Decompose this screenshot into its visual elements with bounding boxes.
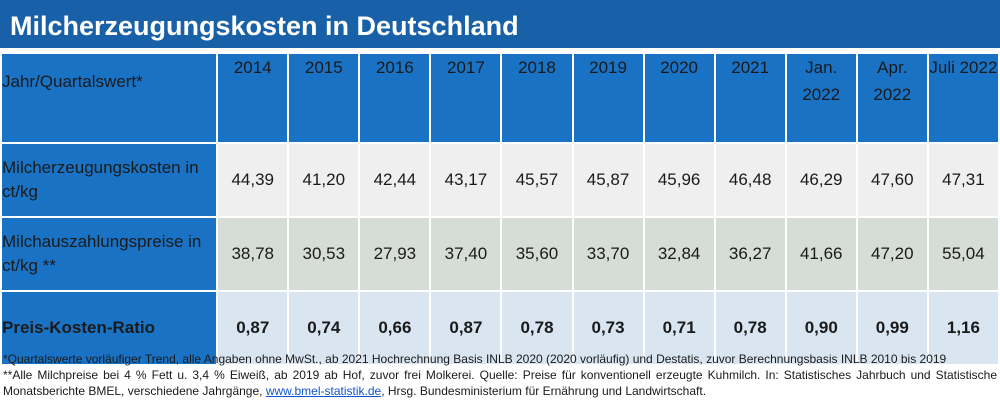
column-header: 2015 — [287, 52, 361, 144]
table-cell: 0,66 — [358, 290, 432, 366]
column-header: Apr. 2022 — [855, 52, 929, 144]
row-milk-payout-prices: Milchauszahlungspreise in ct/kg ** 38,78 3… — [0, 216, 1000, 292]
table-cell: 36,27 — [713, 216, 787, 292]
column-header: Juli 2022 — [926, 52, 1000, 144]
header-label: Jahr/Quartalswert* — [0, 52, 219, 144]
table-cell: 0,87 — [216, 290, 290, 366]
column-header: 2020 — [642, 52, 716, 144]
footnote-1: *Quartalswerte vorläufiger Trend, alle A… — [3, 352, 947, 366]
row-price-cost-ratio: Preis-Kosten-Ratio 0,87 0,74 0,66 0,87 0,78 0,… — [0, 290, 1000, 366]
table-cell: 44,39 — [216, 142, 290, 218]
column-header: Jan. 2022 — [784, 52, 858, 144]
table-cell: 41,66 — [784, 216, 858, 292]
column-header: 2018 — [500, 52, 574, 144]
table-cell: 41,20 — [287, 142, 361, 218]
footnotes: *Quartalswerte vorläufiger Trend, alle A… — [3, 351, 997, 399]
column-header: 2017 — [429, 52, 503, 144]
table-body: Jahr/Quartalswert* 2014 2015 2016 2017 2018 20… — [0, 52, 1000, 366]
table-cell: 32,84 — [642, 216, 716, 292]
table-cell: 30,53 — [287, 216, 361, 292]
table-cell: 45,87 — [571, 142, 645, 218]
table-cell: 33,70 — [571, 216, 645, 292]
table-cell: 38,78 — [216, 216, 290, 292]
footnote-2-tail: , Hrsg. Bundesministerium für Ernährung … — [381, 384, 707, 398]
table-cell: 45,96 — [642, 142, 716, 218]
table-cell: 0,74 — [287, 290, 361, 366]
header-row: Jahr/Quartalswert* 2014 2015 2016 2017 2018 20… — [0, 52, 1000, 144]
table-cell: 27,93 — [358, 216, 432, 292]
column-header: 2021 — [713, 52, 787, 144]
column-header: 2019 — [571, 52, 645, 144]
table-cell: 47,20 — [855, 216, 929, 292]
table-cell: 1,16 — [926, 290, 1000, 366]
source-link[interactable]: www.bmel-statistik.de — [265, 384, 382, 398]
row-label: Milcherzeugungskosten in ct/kg — [0, 142, 219, 218]
row-label: Preis-Kosten-Ratio — [0, 290, 219, 366]
table-cell: 47,31 — [926, 142, 1000, 218]
data-table: Jahr/Quartalswert* 2014 2015 2016 2017 2018 20… — [0, 52, 1000, 366]
footnote-2-text: **Alle Milchpreise bei 4 % Fett u. 3,4 %… — [3, 368, 997, 398]
column-header: 2014 — [216, 52, 290, 144]
table-cell: 37,40 — [429, 216, 503, 292]
table-cell: 0,78 — [500, 290, 574, 366]
table-cell: 46,48 — [713, 142, 787, 218]
footnote-2: **Alle Milchpreise bei 4 % Fett u. 3,4 %… — [3, 367, 997, 399]
table-cell: 0,87 — [429, 290, 503, 366]
table-cell: 0,90 — [784, 290, 858, 366]
table-cell: 55,04 — [926, 216, 1000, 292]
table-cell: 0,71 — [642, 290, 716, 366]
column-header: 2016 — [358, 52, 432, 144]
page-title: Milcherzeugungskosten in Deutschland — [0, 0, 1000, 50]
table-cell: 47,60 — [855, 142, 929, 218]
table-cell: 46,29 — [784, 142, 858, 218]
table-cell: 43,17 — [429, 142, 503, 218]
table-cell: 42,44 — [358, 142, 432, 218]
row-milk-production-costs: Milcherzeugungskosten in ct/kg 44,39 41,20… — [0, 142, 1000, 218]
row-label: Milchauszahlungspreise in ct/kg ** — [0, 216, 219, 292]
table-cell: 0,73 — [571, 290, 645, 366]
table-cell: 45,57 — [500, 142, 574, 218]
table-cell: 0,78 — [713, 290, 787, 366]
table-cell: 35,60 — [500, 216, 574, 292]
table-cell: 0,99 — [855, 290, 929, 366]
